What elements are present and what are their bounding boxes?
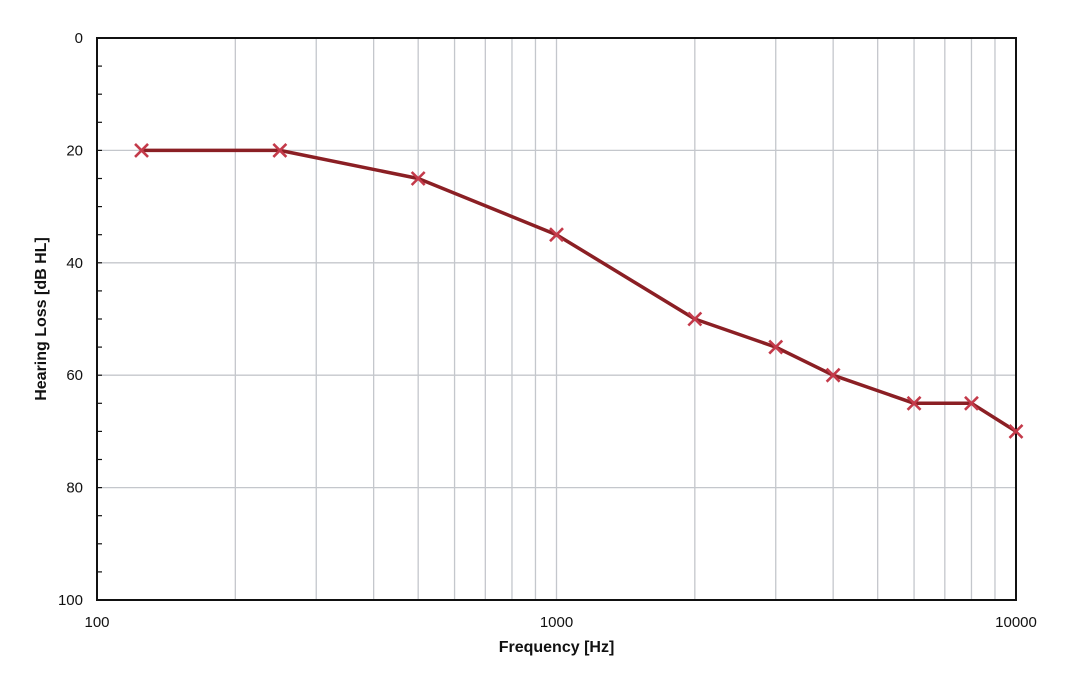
data-point-marker xyxy=(768,339,784,355)
y-tick-labels: 0 20 40 60 80 100 xyxy=(58,30,83,609)
x-tick-labels: 100 1000 10000 xyxy=(84,614,1036,631)
data-point-marker xyxy=(134,142,149,158)
marker-stroke xyxy=(687,311,703,327)
data-point-marker xyxy=(687,311,703,327)
data-point-marker xyxy=(549,227,564,243)
data-point-marker xyxy=(1008,423,1024,439)
y-tick-label: 80 xyxy=(66,480,83,497)
data-point-marker xyxy=(825,367,841,383)
x-axis-title: Frequency [Hz] xyxy=(499,639,615,656)
y-axis-title: Hearing Loss [dB HL] xyxy=(33,237,50,401)
marker-stroke xyxy=(768,339,784,355)
marker-stroke xyxy=(964,395,979,411)
marker-stroke xyxy=(1008,423,1024,439)
grid xyxy=(97,38,1016,600)
plot-frame xyxy=(96,37,1017,601)
data-point-marker xyxy=(964,395,979,411)
series-group xyxy=(134,142,1024,439)
series-line xyxy=(141,148,1017,433)
x-tick-label: 10000 xyxy=(995,614,1037,631)
y-tick-label: 100 xyxy=(58,592,83,609)
marker-stroke xyxy=(134,142,149,158)
data-point-marker xyxy=(410,171,426,186)
marker-stroke xyxy=(825,367,841,383)
x-tick-label: 1000 xyxy=(540,614,573,631)
marker-stroke xyxy=(410,171,426,186)
x-tick-label: 100 xyxy=(84,614,109,631)
data-point-marker xyxy=(906,395,922,411)
data-point-marker xyxy=(272,142,288,158)
y-tick-label: 20 xyxy=(66,142,83,159)
y-tick-label: 0 xyxy=(75,30,83,47)
y-tick-label: 60 xyxy=(66,367,83,384)
marker-stroke xyxy=(549,227,564,243)
marker-stroke xyxy=(906,395,922,411)
y-tick-label: 40 xyxy=(66,255,83,272)
marker-stroke xyxy=(272,142,288,158)
